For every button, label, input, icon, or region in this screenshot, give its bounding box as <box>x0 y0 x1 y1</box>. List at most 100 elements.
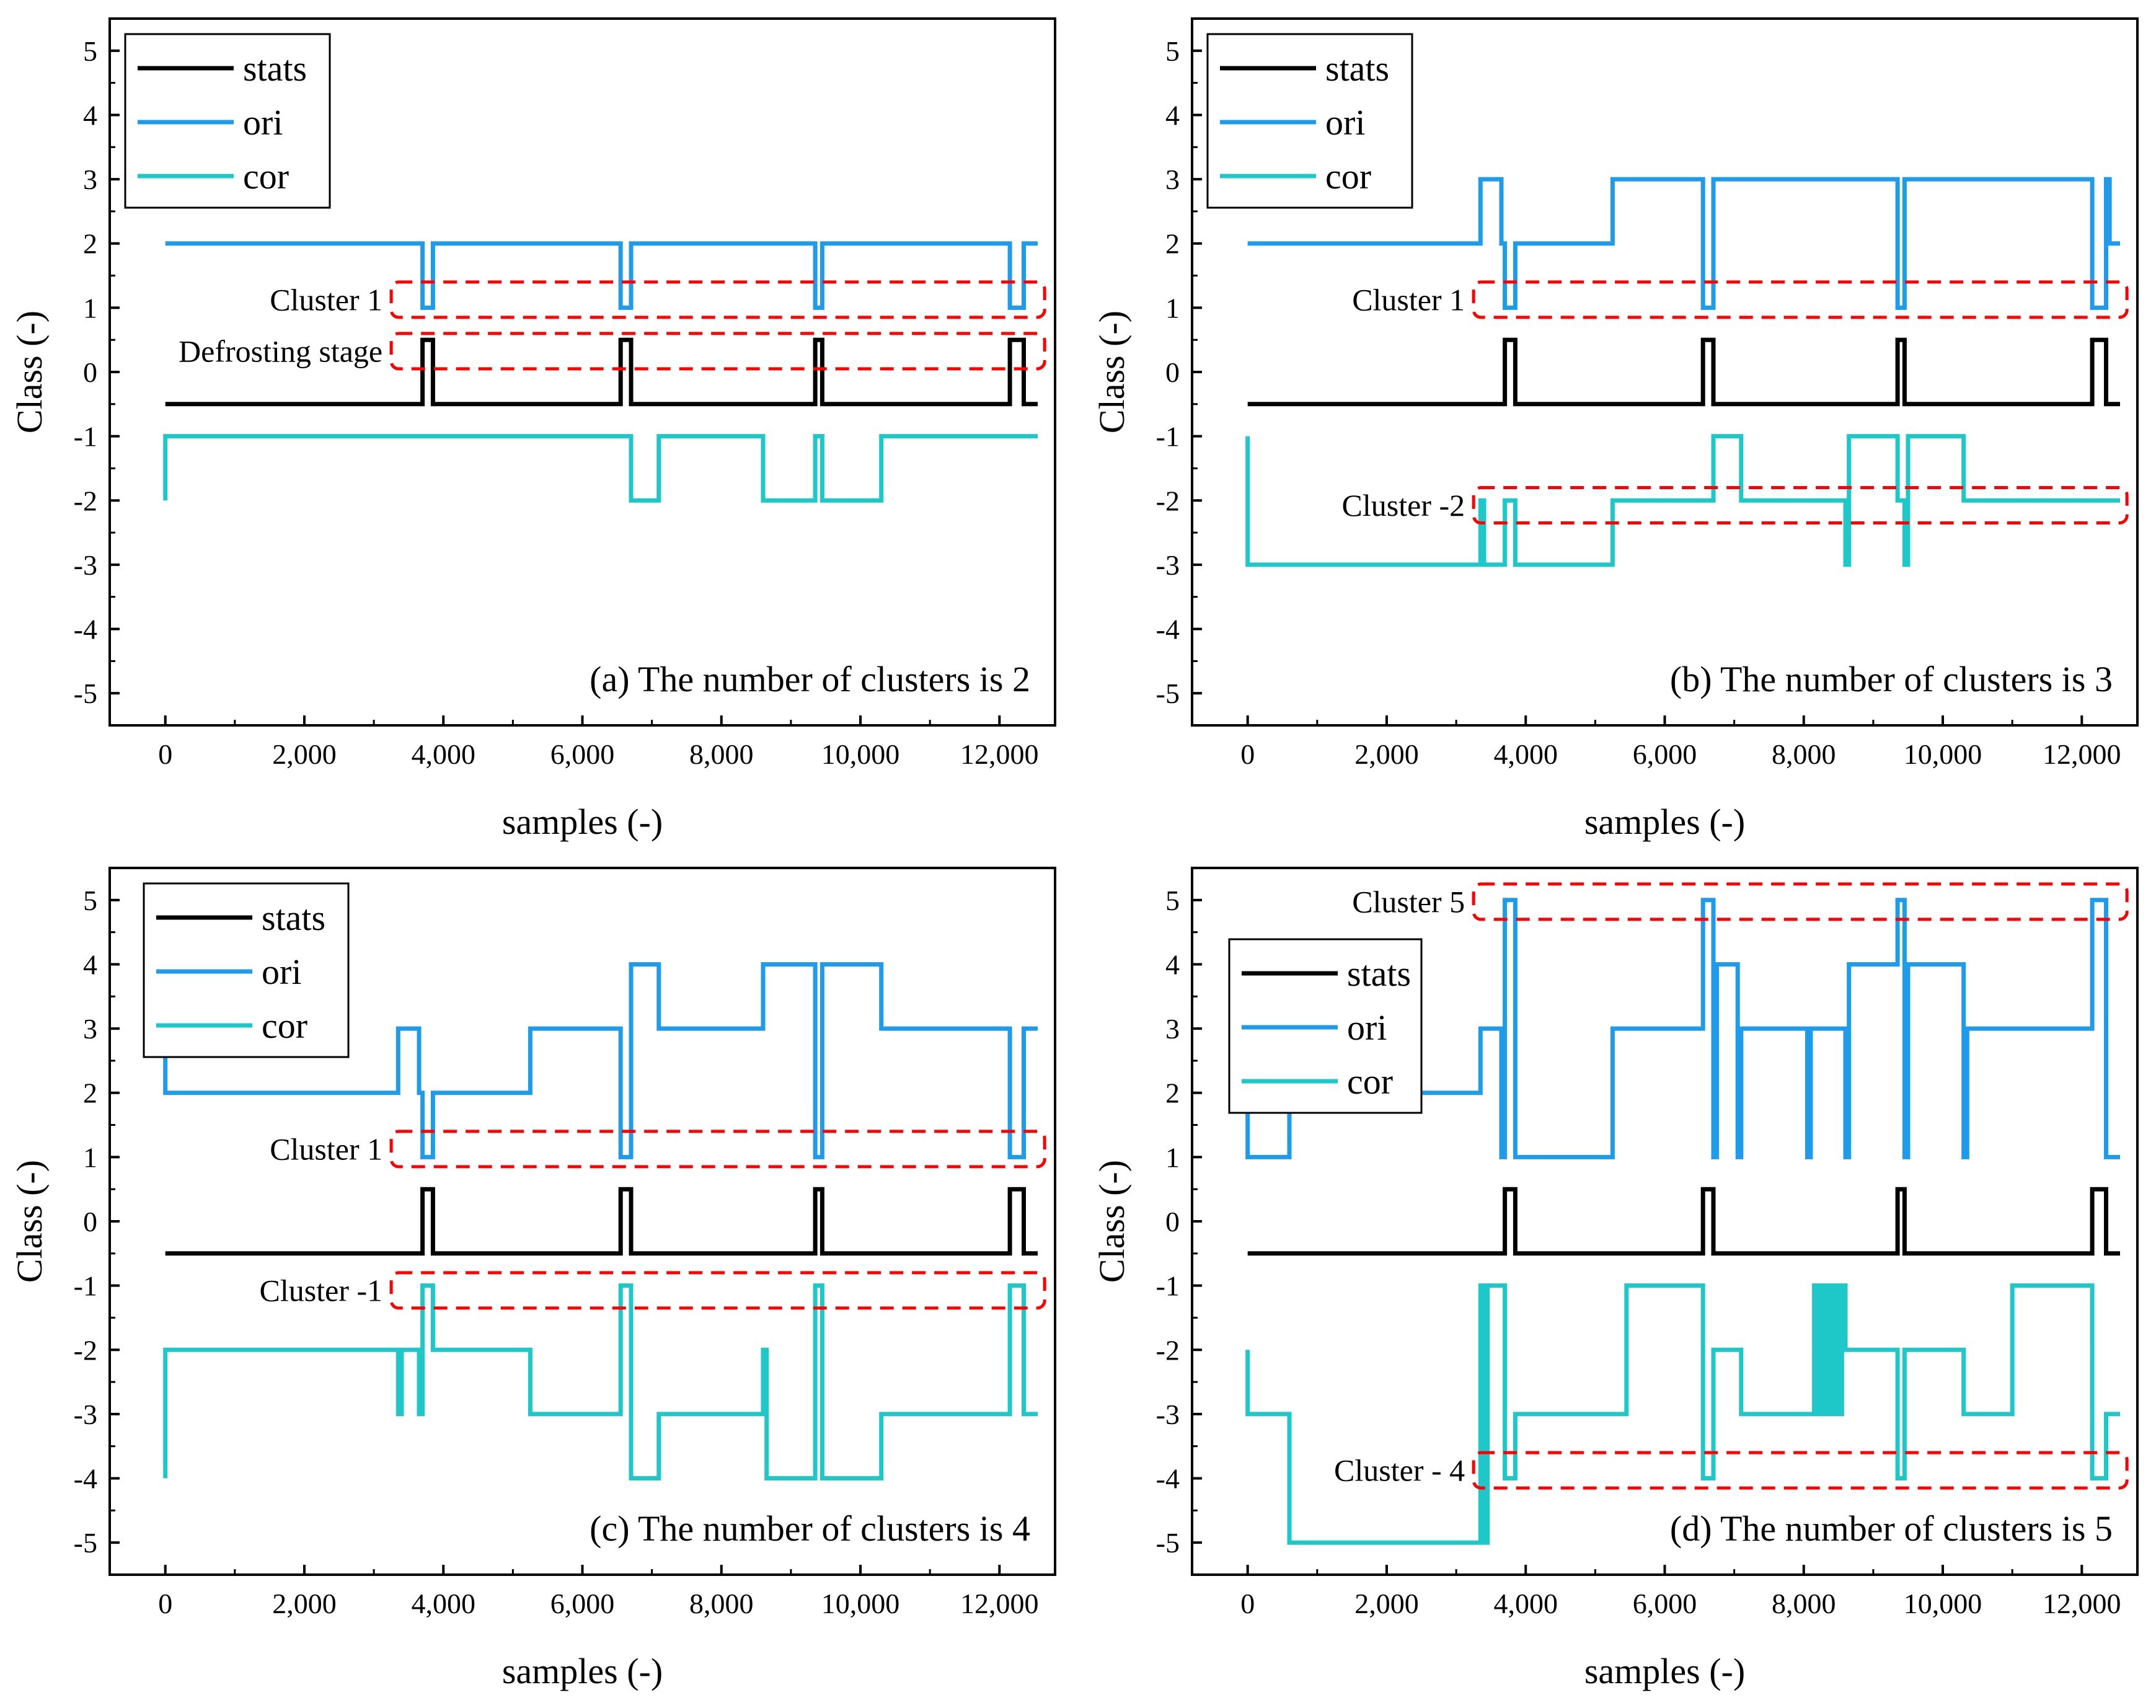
series-line-stats <box>165 1187 1038 1256</box>
y-tick-label: -3 <box>1156 1399 1180 1430</box>
legend-label-ori: ori <box>262 952 301 992</box>
annotation-box <box>389 1130 1046 1169</box>
y-tick-label: -2 <box>74 485 97 516</box>
legend: stats ori cor <box>1206 33 1413 209</box>
series-line-stats <box>1247 337 2120 407</box>
y-tick-label: 0 <box>1165 1206 1180 1237</box>
series-line-ori <box>163 962 1038 1159</box>
panel-b: Cluster 1 Cluster -2 5 4 3 2 1 0 -1 -2 -3 -4 -5 0 2,00… <box>1092 17 2139 842</box>
y-tick-label: 5 <box>1165 35 1180 67</box>
x-tick-label: 4,000 <box>1493 1588 1558 1619</box>
panel-c: Cluster 1 Cluster -1 5 4 3 2 1 0 -1 -2 -3 -4 -5 0 2,00… <box>9 867 1056 1691</box>
annotation-label: Cluster - 4 <box>1334 1453 1465 1488</box>
panel-caption: (c) The number of clusters is 4 <box>590 1508 1030 1549</box>
y-tick-label: 5 <box>83 885 97 916</box>
x-tick-label: 12,000 <box>2043 1588 2121 1619</box>
x-tick-label: 10,000 <box>821 738 900 770</box>
y-axis-title: Class (-) <box>9 1160 50 1283</box>
y-tick-label: 5 <box>1165 885 1180 916</box>
y-tick-label: 0 <box>83 356 97 388</box>
x-tick-label: 8,000 <box>689 738 754 770</box>
annotation-label: Defrosting stage <box>179 334 382 368</box>
panel-caption: (b) The number of clusters is 3 <box>1670 659 2113 699</box>
y-tick-label: 3 <box>1165 164 1180 195</box>
panel-caption: (d) The number of clusters is 5 <box>1670 1508 2113 1549</box>
x-tick-label: 4,000 <box>411 738 475 770</box>
x-tick-label: 8,000 <box>689 1588 754 1619</box>
y-tick-label: -5 <box>1156 1527 1180 1559</box>
y-tick-label: -5 <box>74 678 97 709</box>
legend: stats ori cor <box>124 33 331 209</box>
y-tick-label: -2 <box>1156 485 1180 516</box>
annotation-label: Cluster -2 <box>1342 488 1465 523</box>
y-tick-label: -4 <box>74 614 97 645</box>
series-line-stats <box>1247 1187 2120 1256</box>
y-tick-label: -3 <box>74 549 97 581</box>
panel-caption: (a) The number of clusters is 2 <box>590 659 1030 699</box>
y-tick-label: -1 <box>1156 1270 1180 1302</box>
y-tick-label: -5 <box>74 1527 97 1559</box>
x-tick-label: 8,000 <box>1772 738 1836 770</box>
series-group <box>1245 898 2120 1545</box>
series-line-ori <box>165 241 1038 310</box>
legend: stats ori cor <box>143 882 350 1058</box>
series-line-ori <box>1245 898 2120 1159</box>
y-tick-label: 1 <box>1165 1141 1180 1173</box>
annotation-box <box>389 332 1046 371</box>
x-tick-label: 2,000 <box>1354 1588 1419 1619</box>
legend: stats ori cor <box>1228 938 1423 1114</box>
y-tick-label: 2 <box>83 228 97 260</box>
x-tick-label: 2,000 <box>1354 738 1419 770</box>
x-tick-label: 10,000 <box>1904 738 1982 770</box>
x-tick-label: 4,000 <box>1493 738 1558 770</box>
y-tick-label: 3 <box>83 1013 97 1045</box>
series-line-ori <box>1247 177 2120 310</box>
y-tick-label: 3 <box>1165 1013 1180 1045</box>
series-group <box>1245 177 2120 567</box>
x-tick-label: 0 <box>158 1588 172 1619</box>
y-tick-label: 3 <box>83 164 97 195</box>
y-tick-label: 2 <box>1165 228 1180 260</box>
x-tick-label: 0 <box>1240 1588 1255 1619</box>
annotation-box <box>1472 486 2129 525</box>
y-axis-title: Class (-) <box>9 311 50 433</box>
y-tick-label: 0 <box>83 1206 97 1237</box>
x-tick-label: 6,000 <box>1633 738 1697 770</box>
x-tick-label: 4,000 <box>411 1588 475 1619</box>
annotation-box <box>1472 882 2129 921</box>
x-tick-label: 0 <box>158 738 172 770</box>
panel-d: Cluster 5 Cluster - 4 5 4 3 2 1 0 -1 -2 -3 -4 -5 0 2,0… <box>1092 867 2139 1691</box>
x-axis-title: samples (-) <box>1584 1651 1745 1691</box>
x-tick-label: 12,000 <box>960 738 1039 770</box>
y-tick-label: 1 <box>83 292 97 324</box>
y-tick-label: -4 <box>1156 1463 1180 1495</box>
x-tick-label: 6,000 <box>550 738 615 770</box>
x-tick-label: 6,000 <box>550 1588 615 1619</box>
legend-label-cor: cor <box>243 156 289 197</box>
legend-label-stats: stats <box>262 898 325 938</box>
annotation-box <box>1472 1451 2129 1490</box>
y-tick-label: 5 <box>83 35 97 67</box>
y-tick-label: 2 <box>1165 1077 1180 1109</box>
series-group <box>163 962 1038 1480</box>
y-tick-label: 0 <box>1165 356 1180 388</box>
legend-label-cor: cor <box>1347 1061 1393 1102</box>
x-tick-label: 6,000 <box>1633 1588 1697 1619</box>
legend-label-stats: stats <box>1325 48 1389 89</box>
x-tick-label: 2,000 <box>272 1588 337 1619</box>
y-tick-label: -4 <box>74 1463 97 1495</box>
y-tick-label: -1 <box>74 421 97 453</box>
x-tick-label: 12,000 <box>960 1588 1039 1619</box>
y-tick-label: 2 <box>83 1077 97 1109</box>
legend-label-cor: cor <box>262 1006 307 1046</box>
y-tick-label: -2 <box>1156 1334 1180 1366</box>
y-tick-label: 1 <box>83 1141 97 1173</box>
annotation-box <box>1472 280 2129 319</box>
annotation-label: Cluster 1 <box>270 282 382 317</box>
legend-label-cor: cor <box>1325 156 1371 197</box>
annotation-box <box>389 1271 1046 1310</box>
x-axis-title: samples (-) <box>1584 802 1745 842</box>
y-tick-label: 1 <box>1165 292 1180 324</box>
